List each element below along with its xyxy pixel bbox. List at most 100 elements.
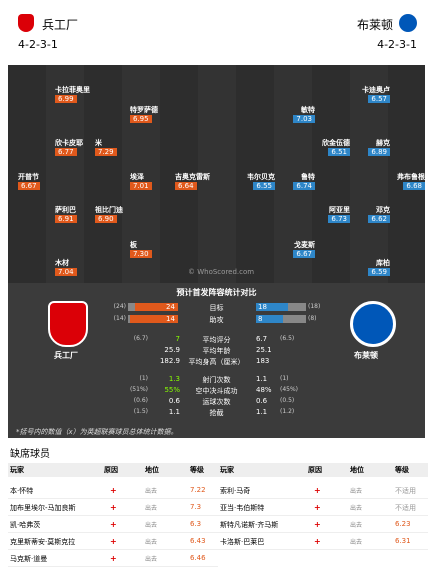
home-value: 0.6 bbox=[168, 397, 180, 405]
player-name: 邓克 bbox=[376, 206, 390, 214]
away-league: (1) bbox=[280, 375, 289, 382]
rating: 6.31 bbox=[395, 537, 411, 545]
home-league: (51%) bbox=[129, 386, 148, 393]
player-rating: 6.67 bbox=[18, 182, 40, 190]
away-bar bbox=[256, 315, 284, 323]
away-name: 布莱顿 bbox=[356, 18, 393, 32]
stats-away-name: 布莱顿 bbox=[354, 351, 378, 360]
status: 出去 bbox=[145, 556, 158, 563]
away-value: 25.1 bbox=[256, 346, 272, 354]
table-header: 等级 bbox=[395, 466, 409, 474]
player-rating: 6.74 bbox=[293, 182, 315, 190]
rating: 不适用 bbox=[395, 504, 416, 512]
row-label: 射门次数 bbox=[202, 376, 231, 384]
player-name: 弗布鲁根 bbox=[397, 173, 425, 181]
status: 出去 bbox=[145, 522, 158, 529]
stats-panel: 预计首发阵容统计对比 兵工厂 布莱顿 *括号内的数值（x）为英超联赛球员总体统计… bbox=[8, 283, 425, 438]
player-rating: 6.91 bbox=[55, 215, 77, 223]
player-rating: 7.30 bbox=[130, 250, 152, 258]
reason-icon: + bbox=[110, 486, 117, 495]
watermark: © WhoScored.com bbox=[188, 268, 255, 276]
player-name: 敏特 bbox=[301, 106, 315, 114]
pitch: © WhoScored.com 卡拉菲奥里 6.99 特罗萨德 6.95 欣卡皮耶 6.7… bbox=[8, 65, 425, 283]
player-rating: 7.04 bbox=[55, 268, 77, 276]
player: 凯·哈弗茨 bbox=[10, 521, 41, 529]
reason-icon: + bbox=[314, 520, 321, 529]
row-label: 平均年龄 bbox=[202, 347, 231, 355]
row-line bbox=[218, 549, 428, 550]
stats-home-name: 兵工厂 bbox=[54, 351, 78, 360]
rating: 6.43 bbox=[190, 537, 206, 545]
row-line bbox=[218, 498, 428, 499]
row-line bbox=[8, 515, 218, 516]
reason-icon: + bbox=[110, 537, 117, 546]
player-name: 萨利巴 bbox=[55, 206, 76, 214]
player-rating: 6.51 bbox=[328, 148, 350, 156]
player-name: 吉奥克雷斯 bbox=[175, 173, 210, 181]
away-league: (6.5) bbox=[280, 335, 295, 342]
rating: 不适用 bbox=[395, 487, 416, 495]
player-rating: 7.01 bbox=[130, 182, 152, 190]
player: 加布里埃尔-马加良斯 bbox=[10, 504, 76, 512]
player-name: 阿亚里 bbox=[329, 206, 350, 214]
away-bar-value: 8 bbox=[258, 315, 263, 323]
rating: 7.22 bbox=[190, 486, 206, 494]
away-league: (1.2) bbox=[280, 408, 295, 415]
home-league: (1) bbox=[139, 375, 149, 382]
status: 出去 bbox=[145, 539, 158, 546]
home-bar-value: 24 bbox=[166, 303, 175, 311]
player-rating: 6.90 bbox=[95, 215, 117, 223]
home-value: 7 bbox=[175, 335, 180, 343]
table-header: 地位 bbox=[350, 466, 364, 474]
row-label: 抢截 bbox=[209, 409, 224, 417]
reason-icon: + bbox=[314, 486, 321, 495]
away-bar bbox=[256, 303, 289, 311]
row-line bbox=[218, 532, 428, 533]
player-rating: 7.03 bbox=[293, 115, 315, 123]
home-bar bbox=[135, 303, 178, 311]
player-name: 卡拉菲奥里 bbox=[55, 86, 90, 94]
note: *括号内的数值（x）为英超联赛球员总体统计数据。 bbox=[16, 428, 178, 436]
status: 出去 bbox=[350, 539, 363, 546]
away-value: 6.7 bbox=[256, 335, 268, 343]
player: 克里斯蒂安·莫斯克拉 bbox=[10, 538, 76, 546]
player-name: 鲁特 bbox=[301, 173, 315, 181]
away-value: 1.1 bbox=[256, 375, 268, 383]
table-header-bg bbox=[218, 463, 428, 477]
bar-label: 目标 bbox=[209, 304, 224, 312]
table-header: 地位 bbox=[145, 466, 159, 474]
row-line bbox=[8, 566, 218, 567]
player-name: 欣卡皮耶 bbox=[55, 139, 83, 147]
reason-icon: + bbox=[110, 554, 117, 563]
away-league: (45%) bbox=[280, 386, 299, 393]
away-value: 1.1 bbox=[256, 408, 268, 416]
player: 卡洛斯·巴莱巴 bbox=[220, 538, 265, 546]
player-name: 埃泽 bbox=[130, 173, 144, 181]
player-name: 板 bbox=[130, 241, 137, 249]
player-rating: 6.55 bbox=[253, 182, 275, 190]
home-league: (14) bbox=[113, 315, 126, 322]
home-league: (1.5) bbox=[133, 408, 148, 415]
home-logo-large bbox=[48, 301, 88, 347]
player-name: 祖比门迪 bbox=[95, 206, 123, 214]
player-rating: 6.68 bbox=[403, 182, 425, 190]
home-formation: 4-2-3-1 bbox=[18, 38, 58, 51]
bar-label: 助攻 bbox=[209, 316, 224, 324]
player: 亚当·韦伯斯特 bbox=[220, 504, 265, 512]
home-league: (0.6) bbox=[133, 397, 148, 404]
status: 出去 bbox=[350, 488, 363, 495]
table-header: 玩家 bbox=[220, 466, 234, 474]
player-rating: 6.62 bbox=[368, 215, 390, 223]
stats-title: 预计首发阵容统计对比 bbox=[176, 288, 257, 297]
player-name: 米 bbox=[95, 139, 102, 147]
home-name: 兵工厂 bbox=[42, 18, 79, 32]
player: 马克斯·道曼 bbox=[10, 555, 48, 563]
player-name: 韦尔贝克 bbox=[247, 173, 275, 181]
player: 本·怀特 bbox=[10, 487, 34, 495]
away-league: (18) bbox=[308, 303, 321, 310]
player-rating: 6.64 bbox=[175, 182, 197, 190]
player-name: 开普节 bbox=[18, 173, 39, 181]
away-formation: 4-2-3-1 bbox=[377, 38, 417, 51]
status: 出去 bbox=[145, 488, 158, 495]
reason-icon: + bbox=[110, 520, 117, 529]
